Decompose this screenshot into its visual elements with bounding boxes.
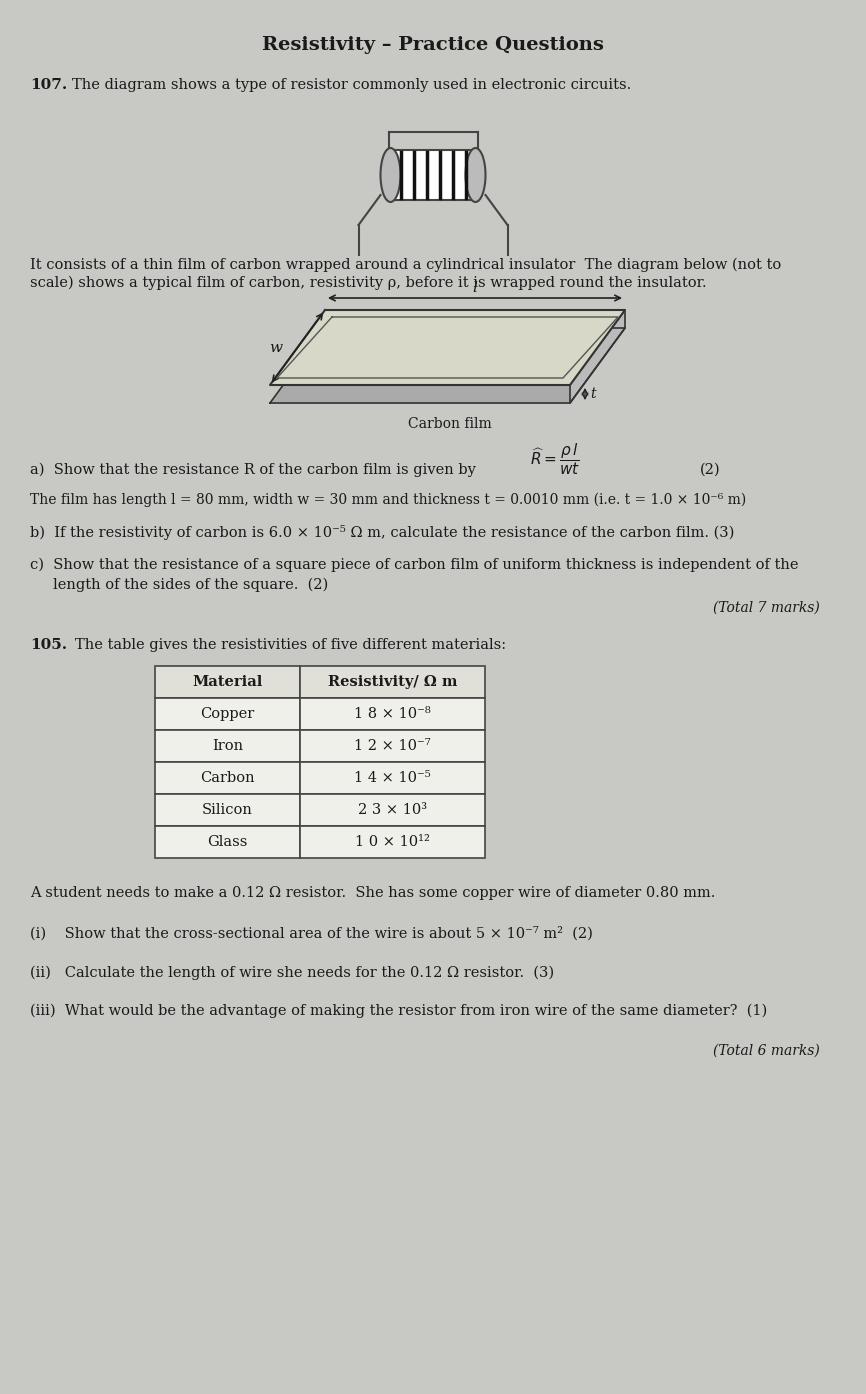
Text: b)  If the resistivity of carbon is 6.0 × 10⁻⁵ Ω m, calculate the resistance of : b) If the resistivity of carbon is 6.0 ×… <box>30 526 734 539</box>
Text: (Total 6 marks): (Total 6 marks) <box>714 1044 820 1058</box>
Bar <box>155 827 300 857</box>
Text: Carbon: Carbon <box>200 771 255 785</box>
Text: (ii)   Calculate the length of wire she needs for the 0.12 Ω resistor.  (3): (ii) Calculate the length of wire she ne… <box>30 966 554 980</box>
Bar <box>300 827 485 857</box>
Ellipse shape <box>380 148 400 202</box>
Text: length of the sides of the square.  (2): length of the sides of the square. (2) <box>30 579 328 592</box>
Text: scale) shows a typical film of carbon, resistivity ρ, before it is wrapped round: scale) shows a typical film of carbon, r… <box>30 276 707 290</box>
Text: Copper: Copper <box>200 707 255 721</box>
Text: Resistivity/ Ω m: Resistivity/ Ω m <box>328 675 457 689</box>
Text: w: w <box>269 340 282 354</box>
Text: Carbon film: Carbon film <box>408 417 492 431</box>
Bar <box>155 795 300 827</box>
Bar <box>155 730 300 763</box>
Text: (Total 7 marks): (Total 7 marks) <box>714 601 820 615</box>
Bar <box>155 666 300 698</box>
Text: 1 2 × 10⁻⁷: 1 2 × 10⁻⁷ <box>354 739 430 753</box>
Text: a)  Show that the resistance R of the carbon film is given by: a) Show that the resistance R of the car… <box>30 463 476 477</box>
Bar <box>300 666 485 698</box>
Text: The diagram shows a type of resistor commonly used in electronic circuits.: The diagram shows a type of resistor com… <box>72 78 631 92</box>
Text: c)  Show that the resistance of a square piece of carbon film of uniform thickne: c) Show that the resistance of a square … <box>30 558 798 573</box>
Text: t: t <box>590 388 596 401</box>
Text: The table gives the resistivities of five different materials:: The table gives the resistivities of fiv… <box>75 638 506 652</box>
Text: 1 8 × 10⁻⁸: 1 8 × 10⁻⁸ <box>354 707 431 721</box>
Bar <box>300 730 485 763</box>
Text: (iii)  What would be the advantage of making the resistor from iron wire of the : (iii) What would be the advantage of mak… <box>30 1004 767 1019</box>
Text: Iron: Iron <box>212 739 243 753</box>
Text: 105.: 105. <box>30 638 68 652</box>
Polygon shape <box>570 309 625 403</box>
Text: 107.: 107. <box>30 78 68 92</box>
Bar <box>391 151 475 199</box>
Text: 2 3 × 10³: 2 3 × 10³ <box>358 803 427 817</box>
Text: Material: Material <box>192 675 262 689</box>
Text: $\widehat{R}=\dfrac{\rho\,l}{wt}$: $\widehat{R}=\dfrac{\rho\,l}{wt}$ <box>530 441 580 477</box>
Bar <box>300 698 485 730</box>
Ellipse shape <box>466 148 486 202</box>
Text: Silicon: Silicon <box>202 803 253 817</box>
Text: A student needs to make a 0.12 Ω resistor.  She has some copper wire of diameter: A student needs to make a 0.12 Ω resisto… <box>30 887 715 901</box>
Bar <box>155 763 300 795</box>
Text: The film has length l = 80 mm, width w = 30 mm and thickness t = 0.0010 mm (i.e.: The film has length l = 80 mm, width w =… <box>30 493 746 507</box>
Polygon shape <box>270 309 625 385</box>
Text: 1 4 × 10⁻⁵: 1 4 × 10⁻⁵ <box>354 771 431 785</box>
Text: Glass: Glass <box>207 835 248 849</box>
Bar <box>155 698 300 730</box>
Text: It consists of a thin film of carbon wrapped around a cylindrical insulator  The: It consists of a thin film of carbon wra… <box>30 258 781 272</box>
Text: 1 0 × 10¹²: 1 0 × 10¹² <box>355 835 430 849</box>
Text: (i)    Show that the cross-sectional area of the wire is about 5 × 10⁻⁷ m²  (2): (i) Show that the cross-sectional area o… <box>30 926 593 941</box>
Polygon shape <box>270 328 625 403</box>
Bar <box>300 763 485 795</box>
Bar <box>300 795 485 827</box>
Text: Resistivity – Practice Questions: Resistivity – Practice Questions <box>262 36 604 54</box>
Text: (2): (2) <box>700 463 721 477</box>
Text: l: l <box>473 282 477 296</box>
